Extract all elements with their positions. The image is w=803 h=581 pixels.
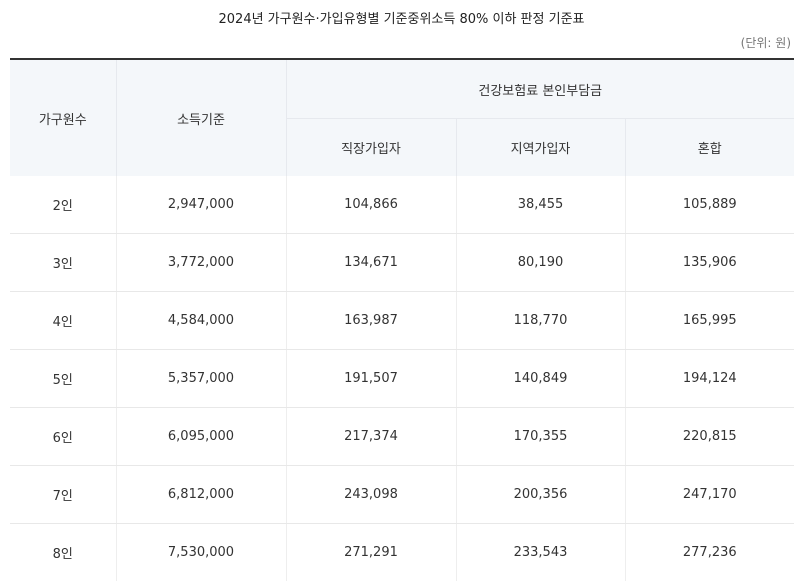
cell-income: 4,584,000 [116, 292, 286, 350]
cell-income: 3,772,000 [116, 234, 286, 292]
table-row: 8인 7,530,000 271,291 233,543 277,236 [10, 524, 794, 581]
cell-regional: 140,849 [456, 350, 625, 408]
cell-employee: 104,866 [286, 176, 456, 234]
cell-employee: 243,098 [286, 466, 456, 524]
table-row: 5인 5,357,000 191,507 140,849 194,124 [10, 350, 794, 408]
table-row: 2인 2,947,000 104,866 38,455 105,889 [10, 176, 794, 234]
cell-employee: 134,671 [286, 234, 456, 292]
cell-regional: 170,355 [456, 408, 625, 466]
cell-income: 5,357,000 [116, 350, 286, 408]
header-household: 가구원수 [10, 59, 116, 176]
cell-income: 7,530,000 [116, 524, 286, 581]
cell-income: 2,947,000 [116, 176, 286, 234]
table-row: 4인 4,584,000 163,987 118,770 165,995 [10, 292, 794, 350]
cell-household: 8인 [10, 524, 116, 581]
table-body: 2인 2,947,000 104,866 38,455 105,889 3인 3… [10, 176, 794, 581]
table-title: 2024년 가구원수·가입유형별 기준중위소득 80% 이하 판정 기준표 [0, 11, 803, 29]
cell-regional: 80,190 [456, 234, 625, 292]
cell-mixed: 135,906 [625, 234, 794, 292]
unit-label: (단위: 원) [741, 35, 791, 51]
cell-employee: 217,374 [286, 408, 456, 466]
cell-income: 6,095,000 [116, 408, 286, 466]
cell-employee: 163,987 [286, 292, 456, 350]
header-employee: 직장가입자 [286, 119, 456, 177]
header-premium-group: 건강보험료 본인부담금 [286, 59, 794, 119]
cell-regional: 200,356 [456, 466, 625, 524]
cell-household: 6인 [10, 408, 116, 466]
cell-mixed: 247,170 [625, 466, 794, 524]
cell-mixed: 220,815 [625, 408, 794, 466]
cell-mixed: 105,889 [625, 176, 794, 234]
cell-household: 2인 [10, 176, 116, 234]
cell-household: 5인 [10, 350, 116, 408]
table-row: 6인 6,095,000 217,374 170,355 220,815 [10, 408, 794, 466]
cell-mixed: 194,124 [625, 350, 794, 408]
cell-regional: 38,455 [456, 176, 625, 234]
cell-household: 4인 [10, 292, 116, 350]
cell-employee: 191,507 [286, 350, 456, 408]
header-mixed: 혼합 [625, 119, 794, 177]
table-row: 3인 3,772,000 134,671 80,190 135,906 [10, 234, 794, 292]
income-criteria-table: 가구원수 소득기준 건강보험료 본인부담금 직장가입자 지역가입자 혼합 2인 … [10, 58, 794, 581]
cell-income: 6,812,000 [116, 466, 286, 524]
cell-mixed: 165,995 [625, 292, 794, 350]
cell-regional: 118,770 [456, 292, 625, 350]
table-header: 가구원수 소득기준 건강보험료 본인부담금 직장가입자 지역가입자 혼합 [10, 59, 794, 176]
cell-mixed: 277,236 [625, 524, 794, 581]
table-row: 7인 6,812,000 243,098 200,356 247,170 [10, 466, 794, 524]
header-regional: 지역가입자 [456, 119, 625, 177]
cell-household: 7인 [10, 466, 116, 524]
cell-regional: 233,543 [456, 524, 625, 581]
cell-household: 3인 [10, 234, 116, 292]
cell-employee: 271,291 [286, 524, 456, 581]
header-income: 소득기준 [116, 59, 286, 176]
